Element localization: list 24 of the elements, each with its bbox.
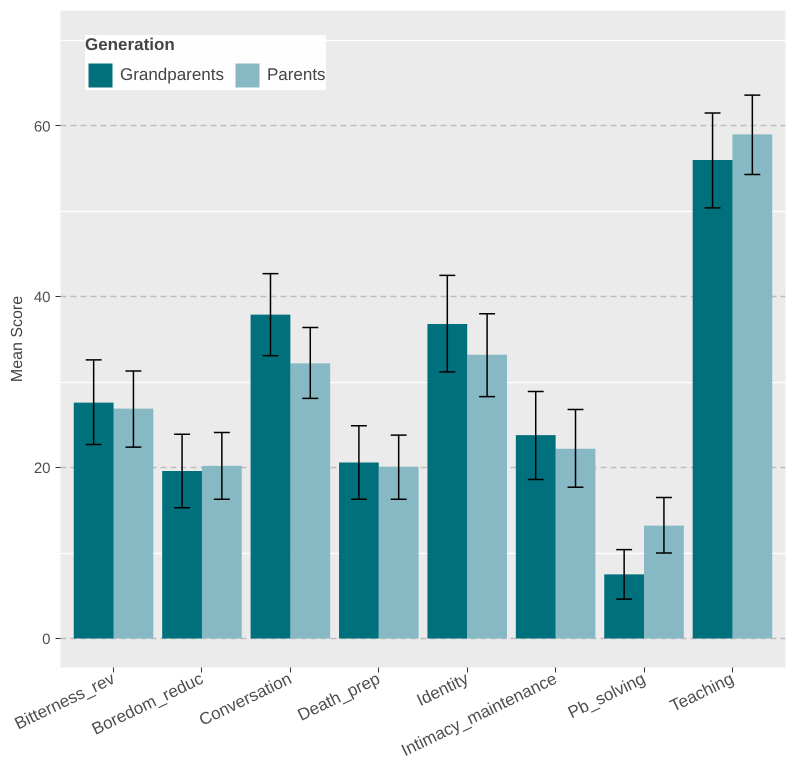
bar (290, 363, 330, 638)
legend-label: Parents (266, 65, 326, 85)
bar (556, 448, 596, 638)
bar (202, 466, 242, 638)
bar (378, 466, 419, 638)
legend-label: Grandparents (120, 65, 224, 85)
y-tick-label: 20 (34, 460, 51, 478)
y-tick-label: 40 (34, 289, 51, 306)
bar (114, 408, 154, 638)
bar (467, 354, 507, 638)
bar (604, 574, 644, 638)
bar (644, 526, 684, 638)
bar (427, 324, 468, 638)
y-axis-title: Mean Score (8, 296, 26, 382)
y-tick-label: 0 (42, 630, 50, 648)
bar (250, 314, 290, 638)
y-tick-label: 60 (34, 118, 51, 136)
bar (516, 435, 556, 638)
bar (339, 462, 379, 638)
legend-title: Generation (85, 35, 176, 55)
bar (732, 134, 772, 638)
bar (162, 471, 202, 638)
bar (692, 160, 732, 638)
bar (74, 402, 114, 638)
